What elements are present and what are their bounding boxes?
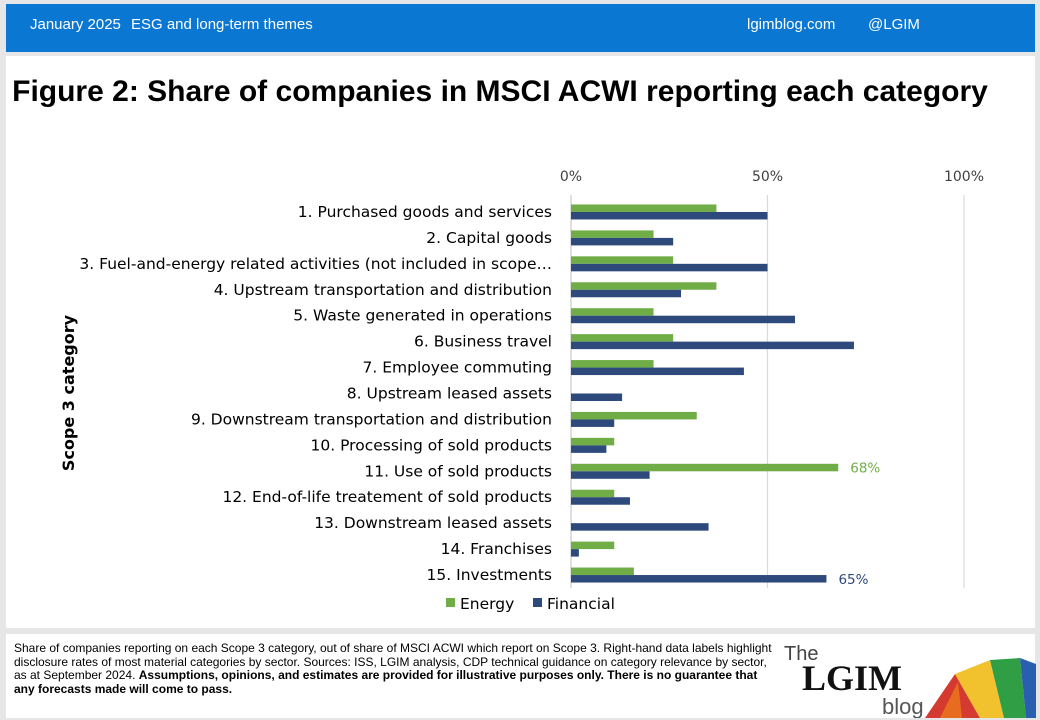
category-label: 2. Capital goods — [426, 229, 552, 247]
bar-energy — [571, 230, 654, 238]
category-label: 10. Processing of sold products — [311, 436, 552, 454]
lgim-blog-logo: The LGIM blog — [784, 643, 1036, 718]
category-label: 7. Employee commuting — [363, 359, 552, 377]
bar-energy — [571, 541, 615, 550]
footnote-disclaimer: Assumptions, opinions, and estimates are… — [14, 668, 758, 696]
bar-financial — [571, 367, 744, 376]
chart-title: Figure 2: Share of companies in MSCI ACW… — [12, 75, 988, 108]
bar-energy — [571, 463, 839, 472]
category-label: 9. Downstream transportation and distrib… — [191, 410, 552, 428]
logo-the: The — [784, 643, 818, 665]
bar-financial — [571, 289, 682, 298]
x-tick-label: 50% — [752, 169, 783, 185]
category-label: 11. Use of sold products — [364, 462, 552, 480]
bar-financial — [571, 549, 579, 557]
category-label: 12. End-of-life treatement of sold produ… — [222, 488, 552, 506]
header-date: January 2025 — [30, 16, 121, 33]
bar-energy — [571, 360, 654, 368]
category-label: 4. Upstream transportation and distribut… — [214, 281, 552, 299]
header-section: ESG and long-term themes — [131, 16, 313, 33]
bar-financial — [571, 419, 615, 427]
footnote: Share of companies reporting on each Sco… — [14, 641, 776, 696]
data-label: 68% — [850, 461, 880, 477]
x-tick-label: 0% — [560, 169, 582, 185]
header-bar — [6, 4, 1035, 52]
legend-swatch-financial — [533, 598, 542, 607]
category-label: 6. Business travel — [414, 333, 552, 351]
bar-financial — [571, 575, 827, 583]
bar-energy — [571, 411, 697, 420]
header-site-link[interactable]: lgimblog.com — [747, 16, 836, 33]
y-axis-title: Scope 3 category — [59, 314, 78, 471]
category-label: 15. Investments — [427, 566, 552, 584]
bar-energy — [571, 567, 634, 576]
bar-energy — [571, 204, 717, 212]
chart-panel — [6, 56, 1035, 628]
data-label: 65% — [838, 572, 868, 588]
category-label: 13. Downstream leased assets — [314, 514, 552, 532]
legend-label-energy: Energy — [460, 595, 514, 613]
bar-chart: 0% 50% 100% Scope 3 category 1. Purchased go… — [59, 169, 984, 613]
category-label: 1. Purchased goods and services — [298, 203, 552, 221]
bar-financial — [571, 393, 623, 401]
bar-energy — [571, 437, 615, 446]
bar-financial — [571, 237, 674, 246]
bar-financial — [571, 445, 607, 453]
bar-financial — [571, 497, 630, 505]
bar-energy — [571, 308, 654, 316]
legend-swatch-energy — [446, 598, 455, 607]
logo-blog: blog — [882, 694, 924, 718]
footnote-text: Share of companies reporting on each Sco… — [14, 641, 772, 682]
category-label: 8. Upstream leased assets — [347, 385, 552, 403]
bar-financial — [571, 341, 854, 350]
bar-financial — [571, 211, 768, 220]
category-label: 5. Waste generated in operations — [293, 307, 552, 325]
bar-energy — [571, 334, 674, 342]
logo-name: LGIM — [802, 658, 902, 698]
bar-financial — [571, 315, 796, 324]
bar-energy — [571, 489, 615, 498]
header-handle-link[interactable]: @LGIM — [868, 16, 920, 33]
x-tick-label: 100% — [944, 169, 984, 185]
category-label: 3. Fuel-and-energy related activities (n… — [79, 255, 552, 273]
bar-financial — [571, 523, 709, 531]
bar-financial — [571, 471, 650, 479]
legend-label-financial: Financial — [547, 595, 615, 613]
category-label: 14. Franchises — [441, 540, 552, 558]
footer-panel — [6, 634, 1035, 718]
umbrella-icon — [925, 658, 1036, 718]
bar-energy — [571, 282, 717, 290]
bar-financial — [571, 263, 768, 272]
bar-energy — [571, 256, 674, 264]
